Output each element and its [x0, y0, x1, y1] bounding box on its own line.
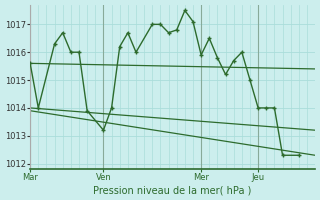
X-axis label: Pression niveau de la mer( hPa ): Pression niveau de la mer( hPa ) — [93, 185, 252, 195]
